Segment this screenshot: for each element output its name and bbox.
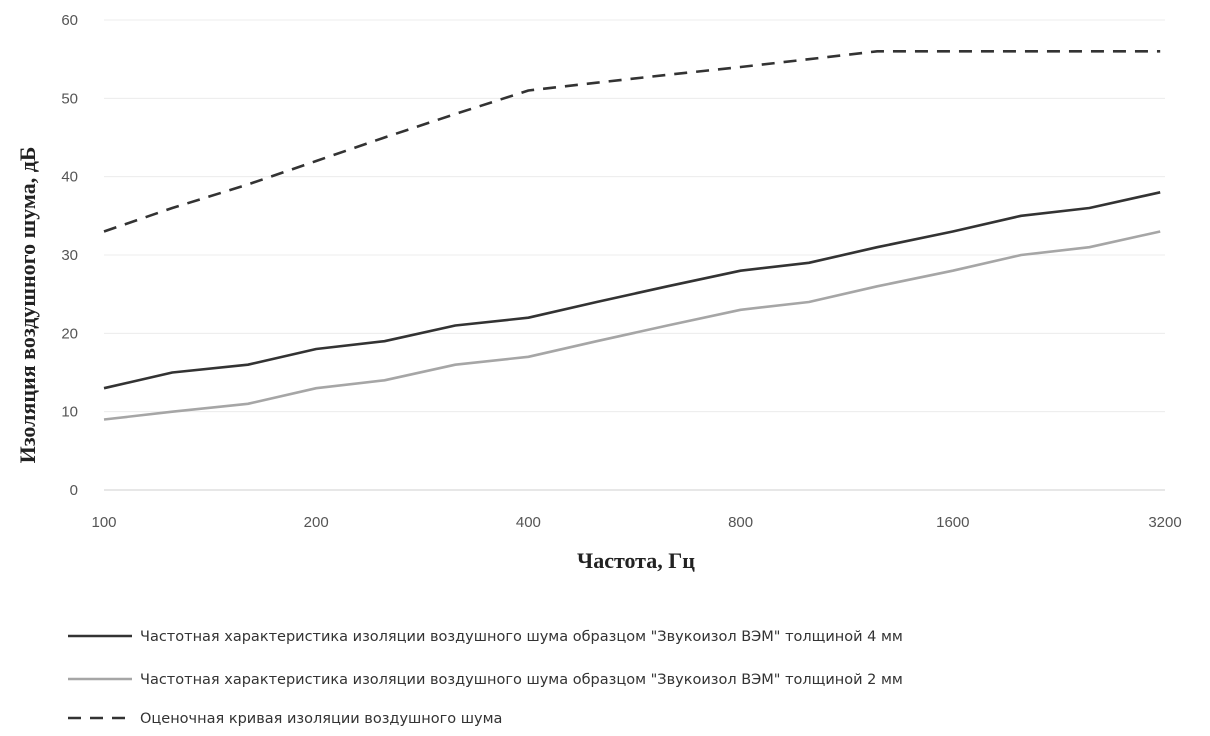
y-tick-label: 30 (61, 247, 78, 264)
y-axis-ticks: 0 10 20 30 40 50 60 (61, 12, 78, 499)
x-tick-label: 400 (516, 514, 541, 531)
y-tick-label: 10 (61, 404, 78, 421)
x-axis-ticks: 100 200 400 800 1600 3200 (91, 514, 1181, 531)
y-tick-label: 20 (61, 325, 78, 342)
x-tick-label: 200 (304, 514, 329, 531)
grid-lines (104, 19, 1165, 491)
y-tick-label: 40 (61, 169, 78, 186)
legend-label-3: Оценочная кривая изоляции воздушного шум… (140, 711, 502, 727)
series-lines (103, 50, 1161, 421)
x-tick-label: 1600 (936, 514, 969, 531)
series-line-3 (103, 50, 1161, 233)
y-axis-title: Изоляция воздушного шума, дБ (15, 147, 40, 464)
y-tick-label: 60 (61, 12, 78, 29)
legend-label-2: Частотная характеристика изоляции воздуш… (140, 672, 903, 688)
legend-label-1: Частотная характеристика изоляции воздуш… (140, 629, 903, 645)
x-axis-title: Частота, Гц (577, 548, 695, 573)
y-tick-label: 0 (70, 482, 78, 499)
x-tick-label: 3200 (1148, 514, 1181, 531)
legend: Частотная характеристика изоляции воздуш… (68, 629, 903, 727)
x-tick-label: 800 (728, 514, 753, 531)
x-tick-label: 100 (91, 514, 116, 531)
y-tick-label: 50 (61, 90, 78, 107)
series-line-1 (103, 191, 1161, 390)
series-line-2 (103, 230, 1161, 421)
